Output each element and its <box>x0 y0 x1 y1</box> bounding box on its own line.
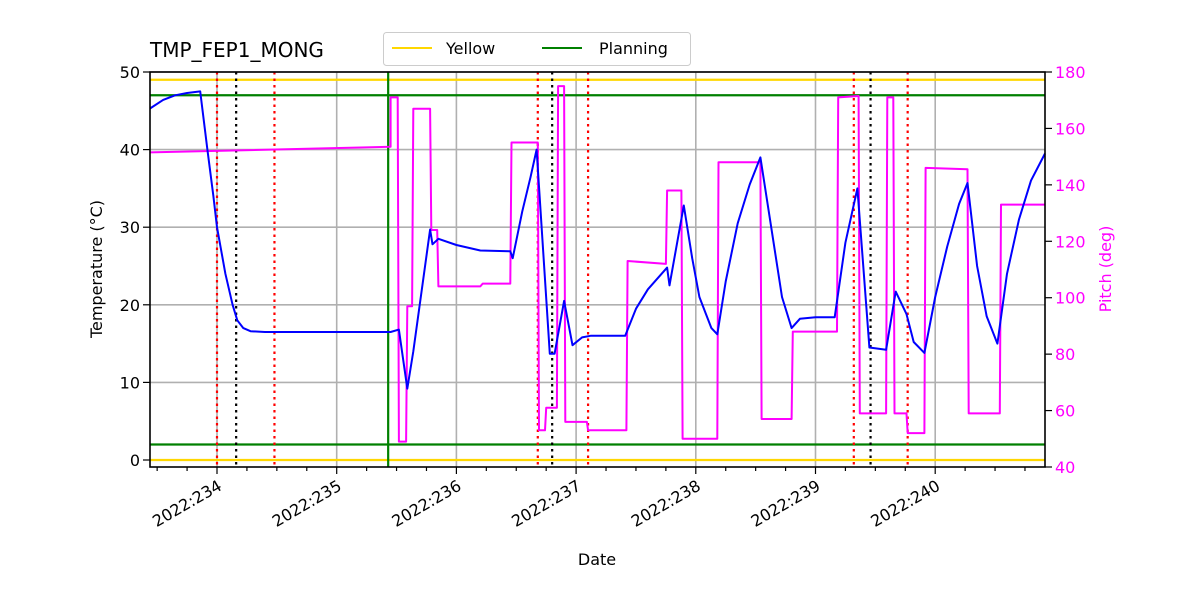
series-lines <box>149 85 1046 443</box>
x-tick-label: 2022:239 <box>748 476 824 531</box>
x-axis-ticks: 2022:234 2022:235 2022:236 2022:237 2022:238… <box>149 467 1026 531</box>
y-right-tick-label: 80 <box>1055 345 1075 364</box>
y-axis-right-label: Pitch (deg) <box>1096 226 1115 313</box>
limit-lines <box>150 78 1045 462</box>
y-right-tick-label: 40 <box>1055 458 1075 477</box>
y-right-tick-label: 180 <box>1055 63 1086 82</box>
x-tick-label: 2022:236 <box>389 476 465 531</box>
legend-label-yellow: Yellow <box>445 39 495 58</box>
legend-label-planning: Planning <box>599 39 668 58</box>
y-tick-label: 50 <box>120 63 140 82</box>
y-axis-label: Temperature (°C) <box>87 200 106 339</box>
x-tick-label: 2022:235 <box>269 476 345 531</box>
axes-frame <box>149 71 1046 468</box>
legend: Yellow Planning <box>383 32 691 66</box>
y-axis-ticks: 0 10 20 30 40 50 <box>120 63 150 470</box>
legend-box <box>383 32 691 66</box>
chart-title: TMP_FEP1_MONG <box>149 38 324 62</box>
y-right-tick-label: 120 <box>1055 232 1086 251</box>
y-tick-label: 10 <box>120 373 140 392</box>
temperature-line <box>149 90 1046 390</box>
x-tick-label: 2022:234 <box>149 476 225 531</box>
y-tick-label: 30 <box>120 218 140 237</box>
y-tick-label: 0 <box>130 451 140 470</box>
y-right-tick-label: 60 <box>1055 402 1075 421</box>
x-tick-label: 2022:240 <box>867 476 943 531</box>
y-right-tick-label: 140 <box>1055 176 1086 195</box>
event-lines <box>215 72 909 467</box>
x-tick-label: 2022:237 <box>508 476 584 531</box>
x-tick-label: 2022:238 <box>628 476 704 531</box>
y-tick-label: 40 <box>120 141 140 160</box>
pitch-line <box>149 85 1045 443</box>
plot-area <box>150 72 1045 467</box>
y-right-tick-label: 160 <box>1055 119 1086 138</box>
y-axis-right-ticks: 40 60 80 100 120 140 160 180 <box>1045 63 1086 477</box>
y-tick-label: 20 <box>120 296 140 315</box>
x-axis-label: Date <box>578 550 616 569</box>
y-right-tick-label: 100 <box>1055 289 1086 308</box>
